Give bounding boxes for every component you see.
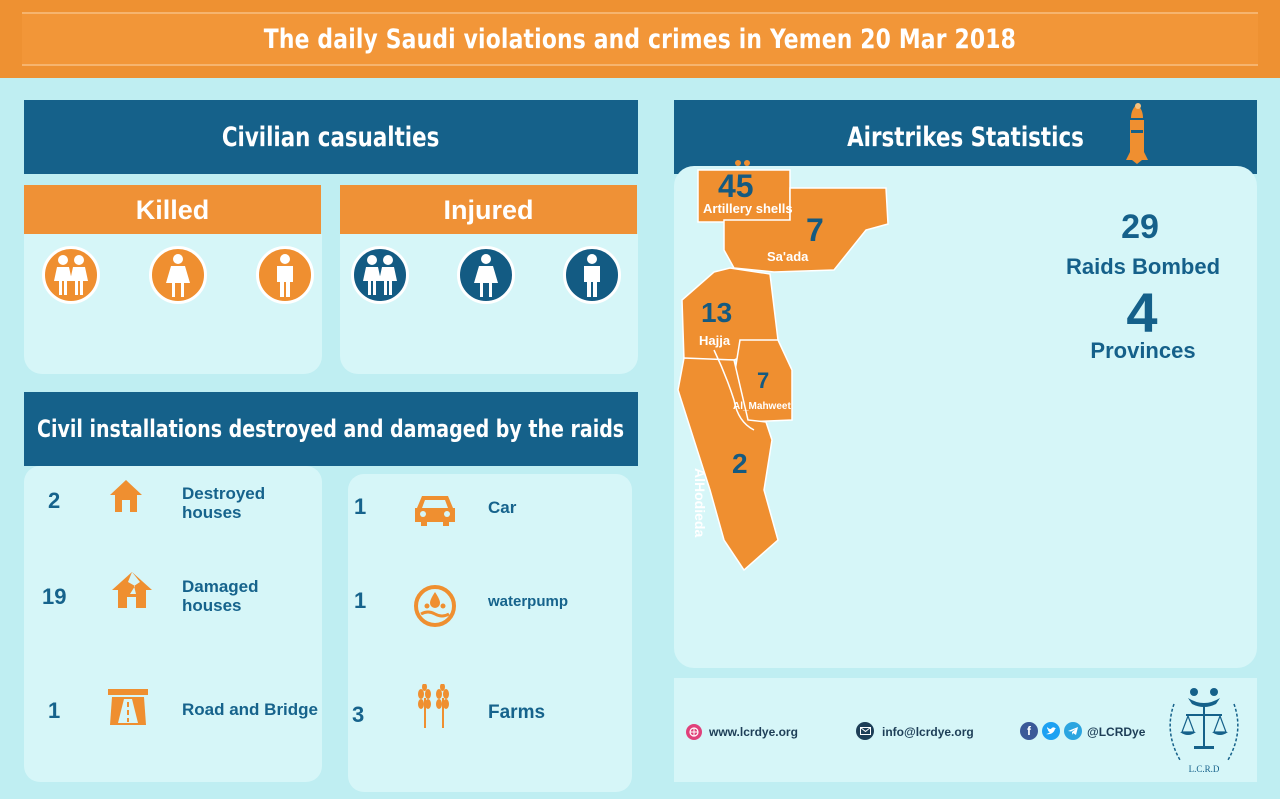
- provinces-label: Provinces: [1090, 338, 1196, 363]
- casualties-heading: Civilian casualties: [24, 100, 638, 174]
- children-icon: [42, 246, 100, 304]
- facebook-icon[interactable]: f: [1020, 722, 1038, 740]
- alhodieda-label: AlHodieda: [692, 468, 708, 538]
- raids-count: 29: [1121, 208, 1159, 246]
- missile-icon: [1122, 100, 1152, 171]
- yemen-map: [677, 160, 889, 572]
- installations-panel-right: [348, 474, 632, 792]
- woman-icon: [457, 246, 515, 304]
- almahweet-label: Al_Mahweet: [733, 401, 791, 412]
- hajja-count: 13: [701, 297, 733, 328]
- damaged-houses-count: 19: [42, 584, 67, 609]
- house-icon: [108, 478, 144, 519]
- installations-heading: Civil installations destroyed and damage…: [24, 392, 638, 466]
- injured-heading: Injured: [340, 185, 637, 235]
- car-label: Car: [488, 498, 517, 517]
- road-bridge-count: 1: [48, 698, 61, 723]
- airstrikes-heading: Airstrikes Statistics: [674, 100, 1257, 174]
- alhodieda-region: [677, 357, 779, 572]
- damaged-house-icon: [110, 570, 154, 615]
- email-link[interactable]: info@lcrdye.org: [882, 725, 974, 739]
- almahweet-count: 7: [757, 368, 770, 393]
- man-icon: [256, 246, 314, 304]
- children-icon: [351, 246, 409, 304]
- title-band: The daily Saudi violations and crimes in…: [22, 12, 1258, 66]
- saada-region: [723, 187, 889, 273]
- waterpump-count: 1: [354, 588, 367, 613]
- car-count: 1: [354, 494, 367, 519]
- waterpump-label: waterpump: [488, 593, 569, 610]
- killed-heading: Killed: [24, 185, 321, 235]
- woman-icon: [149, 246, 207, 304]
- wheat-icon: [412, 683, 456, 733]
- social-handle[interactable]: @LCRDye: [1087, 725, 1146, 739]
- farms-count: 3: [352, 702, 365, 727]
- lcrd-logo: L.C.R.D: [1158, 684, 1250, 780]
- man-icon: [563, 246, 621, 304]
- car-icon: [413, 492, 457, 533]
- website-link[interactable]: www.lcrdye.org: [709, 725, 798, 739]
- farms-label: Farms: [488, 702, 546, 723]
- destroyed-houses-label: Destroyed houses: [182, 484, 266, 522]
- mail-icon: [856, 722, 874, 740]
- hajja-label: Hajja: [699, 333, 731, 348]
- provinces-count: 4: [1126, 281, 1158, 344]
- raids-label: Raids Bombed: [1065, 254, 1221, 279]
- saada-count: 7: [806, 212, 824, 248]
- destroyed-houses-count: 2: [48, 488, 61, 513]
- artillery-count: 45: [718, 168, 754, 204]
- alhodieda-count: 2: [732, 448, 748, 479]
- saada-label: Sa'ada: [767, 249, 809, 264]
- road-bridge-label: Road and Bridge: [182, 700, 319, 719]
- page-title: The daily Saudi violations and crimes in…: [263, 23, 1017, 55]
- installations-panel-left: [24, 466, 322, 782]
- damaged-houses-label: Damaged houses: [182, 577, 259, 615]
- road-icon: [108, 689, 148, 730]
- lcrd-logo-text: L.C.R.D: [1189, 764, 1220, 774]
- artillery-icon: [735, 160, 750, 166]
- telegram-icon[interactable]: [1064, 722, 1082, 740]
- globe-icon: [686, 724, 702, 740]
- twitter-icon[interactable]: [1042, 722, 1060, 740]
- artillery-label: Artillery shells: [703, 201, 793, 216]
- waterpump-icon: [413, 584, 457, 633]
- title-bar: The daily Saudi violations and crimes in…: [0, 0, 1280, 78]
- footer-panel: [674, 678, 1257, 782]
